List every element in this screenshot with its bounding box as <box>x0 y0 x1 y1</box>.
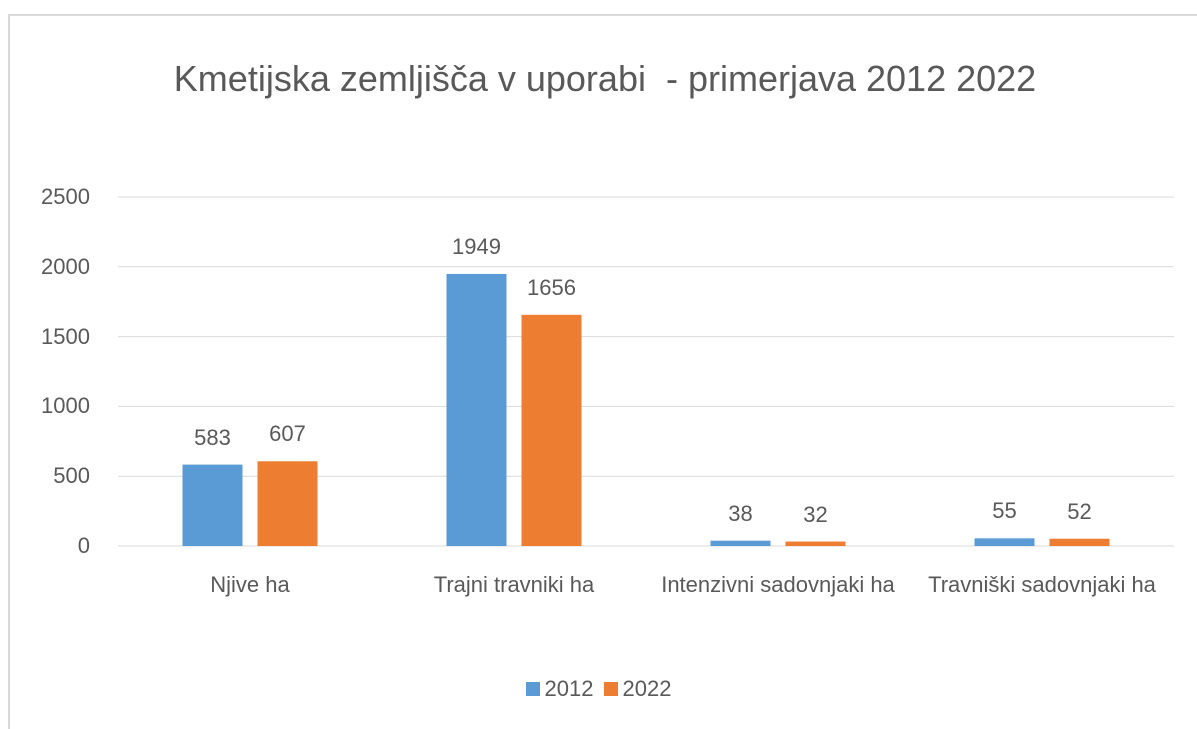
y-tick-label: 500 <box>53 463 90 489</box>
x-tick-label: Trajni travniki ha <box>433 572 595 597</box>
legend: 2012 2022 <box>0 676 1197 702</box>
bar <box>974 538 1035 546</box>
bar <box>446 273 507 546</box>
y-tick-label: 1500 <box>41 323 90 349</box>
legend-item: 2012 <box>525 676 594 702</box>
x-tick-label: Njive ha <box>210 572 290 597</box>
y-tick-label: 1000 <box>41 393 90 419</box>
chart-frame <box>8 14 1197 729</box>
data-label: 55 <box>992 498 1017 524</box>
legend-label: 2012 <box>544 676 594 701</box>
legend-item: 2022 <box>603 676 672 702</box>
x-tick-label: Intenzivni sadovnjaki ha <box>661 572 895 597</box>
data-label: 1949 <box>452 233 501 259</box>
data-label: 38 <box>728 500 753 526</box>
legend-swatch <box>603 682 618 696</box>
y-tick-label: 0 <box>77 533 90 558</box>
legend-label: 2022 <box>622 676 672 701</box>
y-tick-label: 2000 <box>41 253 90 279</box>
chart-title: Kmetijska zemljišča v uporabi - primerja… <box>173 58 1037 99</box>
bar <box>521 314 582 546</box>
x-tick-label: Travniški sadovnjaki ha <box>928 572 1156 597</box>
data-label: 607 <box>269 421 306 447</box>
bar <box>182 464 243 546</box>
data-label: 1656 <box>527 274 576 300</box>
y-tick-label: 2500 <box>41 184 90 209</box>
bar <box>1049 538 1110 546</box>
legend-swatch <box>525 682 540 696</box>
bar <box>785 541 846 546</box>
data-label: 32 <box>803 501 828 527</box>
data-label: 583 <box>194 424 231 450</box>
bar <box>257 461 318 546</box>
bar <box>710 540 771 546</box>
data-label: 52 <box>1067 498 1092 524</box>
